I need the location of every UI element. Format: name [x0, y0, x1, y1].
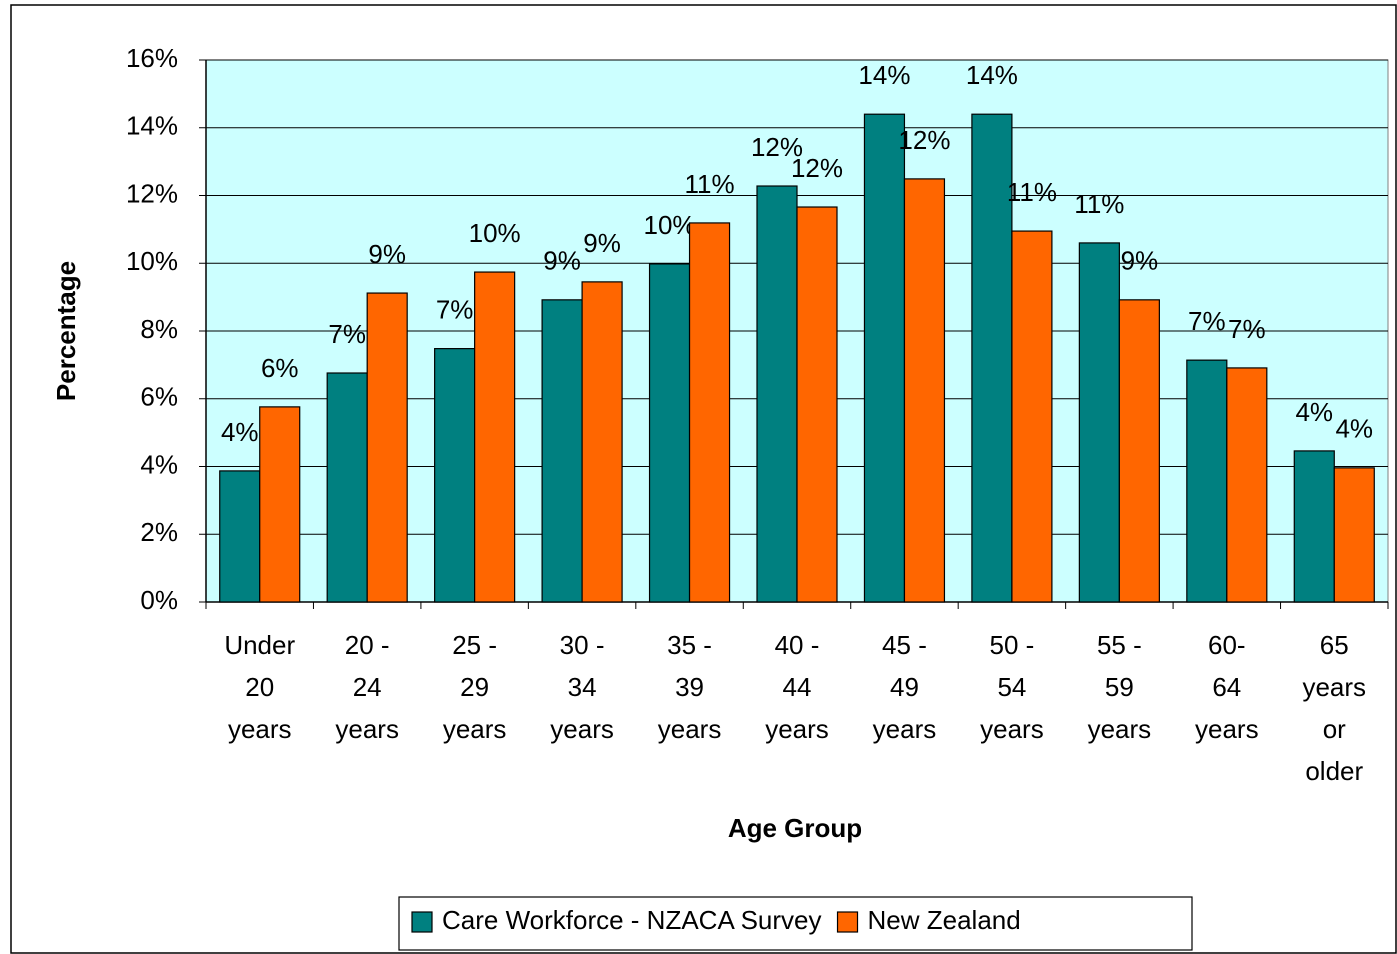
x-tick-label: years — [550, 714, 614, 744]
bar — [863, 113, 906, 603]
x-tick-label: years — [980, 714, 1044, 744]
x-tick-label: 35 - — [667, 630, 712, 660]
value-label: 7% — [328, 319, 366, 349]
x-tick-label: 29 — [460, 672, 489, 702]
value-label: 14% — [966, 60, 1018, 90]
y-tick-label: 0% — [140, 585, 178, 615]
x-tick-label: 20 — [245, 672, 274, 702]
bar — [219, 470, 261, 603]
bar — [688, 222, 731, 603]
legend-box — [398, 896, 1193, 951]
y-tick-label: 12% — [126, 178, 178, 208]
bar — [1186, 359, 1228, 603]
legend-swatch — [836, 911, 859, 933]
x-tick-label: years — [335, 714, 399, 744]
bar — [971, 113, 1013, 603]
x-tick-label: years — [765, 714, 829, 744]
bar — [1078, 242, 1120, 603]
x-tick-label: older — [1305, 756, 1363, 786]
value-label: 9% — [1121, 246, 1159, 276]
bar — [581, 281, 623, 603]
legend-label: Care Workforce - NZACA Survey — [442, 905, 822, 935]
x-tick-label: 34 — [568, 672, 597, 702]
bar — [1293, 450, 1335, 603]
x-tick-label: 60- — [1208, 630, 1246, 660]
x-tick-label: years — [228, 714, 292, 744]
bar — [1333, 467, 1375, 603]
y-tick-label: 2% — [140, 517, 178, 547]
value-label: 11% — [684, 169, 734, 199]
value-label: 7% — [1188, 306, 1226, 336]
value-label: 10% — [469, 218, 521, 248]
y-tick-label: 8% — [140, 314, 178, 344]
bar — [366, 292, 408, 603]
y-tick-label: 6% — [140, 382, 178, 412]
y-tick-label: 16% — [126, 43, 178, 73]
x-tick-label: 30 - — [560, 630, 605, 660]
y-tick-label: 14% — [126, 111, 178, 141]
x-tick-label: Under — [224, 630, 295, 660]
y-tick-label: 4% — [140, 449, 178, 479]
x-tick-label: 65 — [1320, 630, 1349, 660]
bar — [326, 372, 368, 603]
x-tick-label: 55 - — [1097, 630, 1142, 660]
bar — [259, 406, 301, 603]
value-label: 10% — [644, 210, 696, 240]
x-tick-label: years — [873, 714, 937, 744]
x-axis-title: Age Group — [728, 813, 862, 843]
value-label: 12% — [898, 125, 950, 155]
bar — [903, 178, 946, 603]
value-label: 9% — [583, 228, 621, 258]
x-tick-label: 20 - — [345, 630, 390, 660]
value-label: 9% — [543, 246, 581, 276]
x-tick-label: years — [1195, 714, 1259, 744]
value-label: 14% — [858, 60, 910, 90]
x-tick-label: 50 - — [990, 630, 1035, 660]
x-tick-label: years — [658, 714, 722, 744]
value-label: 4% — [1335, 414, 1373, 444]
value-label: 12% — [791, 153, 843, 183]
x-tick-label: 24 — [353, 672, 382, 702]
value-label: 11% — [1074, 189, 1124, 219]
bar — [1226, 367, 1268, 603]
x-tick-label: 45 - — [882, 630, 927, 660]
x-tick-label: 44 — [783, 672, 812, 702]
legend-swatch — [411, 911, 433, 933]
x-tick-label: 40 - — [775, 630, 820, 660]
bar — [1118, 299, 1160, 603]
value-label: 9% — [368, 239, 406, 269]
y-axis-title: Percentage — [51, 261, 81, 401]
x-tick-label: years — [443, 714, 507, 744]
bar — [756, 185, 798, 603]
value-label: 4% — [221, 417, 259, 447]
x-tick-label: 54 — [997, 672, 1026, 702]
value-label: 4% — [1295, 397, 1333, 427]
y-tick-label: 10% — [126, 246, 178, 276]
x-tick-label: 25 - — [452, 630, 497, 660]
bar — [796, 206, 838, 603]
x-tick-label: or — [1323, 714, 1346, 744]
bar — [434, 348, 476, 603]
bar — [474, 271, 516, 603]
value-label: 11% — [1007, 177, 1057, 207]
x-tick-label: years — [1302, 672, 1366, 702]
x-tick-label: 39 — [675, 672, 704, 702]
x-tick-label: 64 — [1212, 672, 1241, 702]
bar — [541, 299, 583, 603]
x-tick-label: 49 — [890, 672, 919, 702]
value-label: 7% — [436, 294, 474, 324]
value-label: 12% — [751, 132, 803, 162]
x-tick-label: 59 — [1105, 672, 1134, 702]
value-label: 7% — [1228, 314, 1266, 344]
value-label: 6% — [261, 353, 299, 383]
bar — [648, 263, 691, 603]
x-tick-label: years — [1088, 714, 1152, 744]
bar — [1011, 230, 1053, 603]
legend-label: New Zealand — [868, 905, 1021, 935]
